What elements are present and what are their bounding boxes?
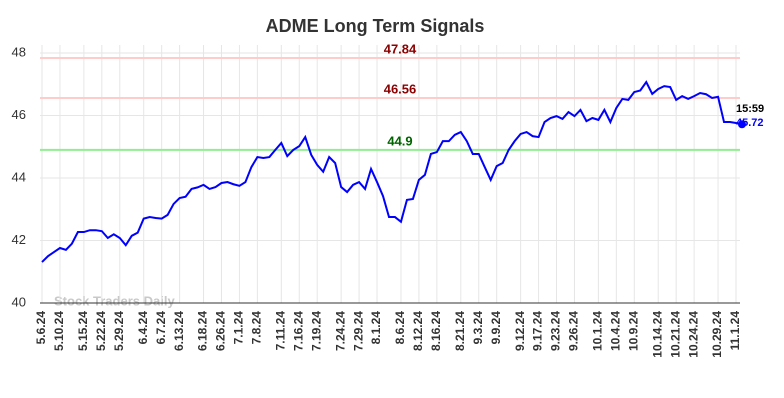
x-tick-label: 9.12.24 — [513, 311, 527, 351]
x-tick-label: 10.1.24 — [591, 311, 605, 351]
x-tick-label: 10.21.24 — [668, 311, 682, 358]
last-time: 15:59 — [736, 103, 764, 115]
x-tick-label: 6.18.24 — [196, 311, 210, 351]
signal-label: 47.84 — [384, 41, 417, 56]
x-tick-label: 9.17.24 — [531, 311, 545, 351]
y-tick-label: 46 — [12, 107, 26, 122]
x-tick-label: 9.3.24 — [471, 311, 485, 345]
x-tick-label: 10.24.24 — [686, 311, 700, 358]
x-tick-label: 7.29.24 — [351, 311, 365, 351]
y-tick-label: 42 — [12, 232, 26, 247]
signal-label: 44.9 — [387, 133, 412, 148]
x-tick-label: 7.16.24 — [291, 311, 305, 351]
x-tick-label: 7.1.24 — [232, 311, 246, 345]
y-tick-label: 48 — [12, 44, 26, 59]
x-tick-label: 9.23.24 — [549, 311, 563, 351]
x-tick-label: 10.9.24 — [626, 311, 640, 351]
x-tick-label: 5.29.24 — [112, 311, 126, 351]
x-tick-label: 8.16.24 — [429, 311, 443, 351]
x-tick-label: 7.24.24 — [333, 311, 347, 351]
x-tick-label: 5.15.24 — [76, 311, 90, 351]
x-tick-label: 7.19.24 — [309, 311, 323, 351]
x-tick-label: 9.26.24 — [567, 311, 581, 351]
x-tick-label: 6.7.24 — [154, 311, 168, 345]
x-tick-label: 10.14.24 — [650, 311, 664, 358]
watermark: Stock Traders Daily — [54, 293, 175, 308]
x-tick-label: 11.1.24 — [728, 311, 742, 351]
last-value: 45.72 — [736, 117, 764, 129]
x-tick-label: 6.13.24 — [172, 311, 186, 351]
price-line — [41, 80, 743, 263]
x-tick-label: 6.4.24 — [136, 311, 150, 345]
x-tick-label: 7.8.24 — [250, 311, 264, 345]
y-tick-label: 40 — [12, 294, 26, 309]
signal-label: 46.56 — [384, 81, 417, 96]
x-tick-label: 8.21.24 — [453, 311, 467, 351]
x-tick-label: 8.1.24 — [369, 311, 383, 345]
x-tick-label: 7.11.24 — [273, 311, 287, 351]
last-point — [737, 120, 746, 129]
x-tick-label: 5.10.24 — [52, 311, 66, 351]
x-tick-label: 8.6.24 — [393, 311, 407, 345]
chart-title: ADME Long Term Signals — [266, 16, 485, 36]
x-tick-label: 10.4.24 — [609, 311, 623, 351]
y-tick-label: 44 — [12, 169, 26, 184]
x-tick-label: 6.26.24 — [214, 311, 228, 351]
x-tick-label: 5.22.24 — [94, 311, 108, 351]
x-tick-label: 10.29.24 — [710, 311, 724, 358]
x-tick-label: 9.9.24 — [489, 311, 503, 345]
x-tick-label: 5.6.24 — [34, 311, 48, 345]
x-tick-label: 8.12.24 — [411, 311, 425, 351]
